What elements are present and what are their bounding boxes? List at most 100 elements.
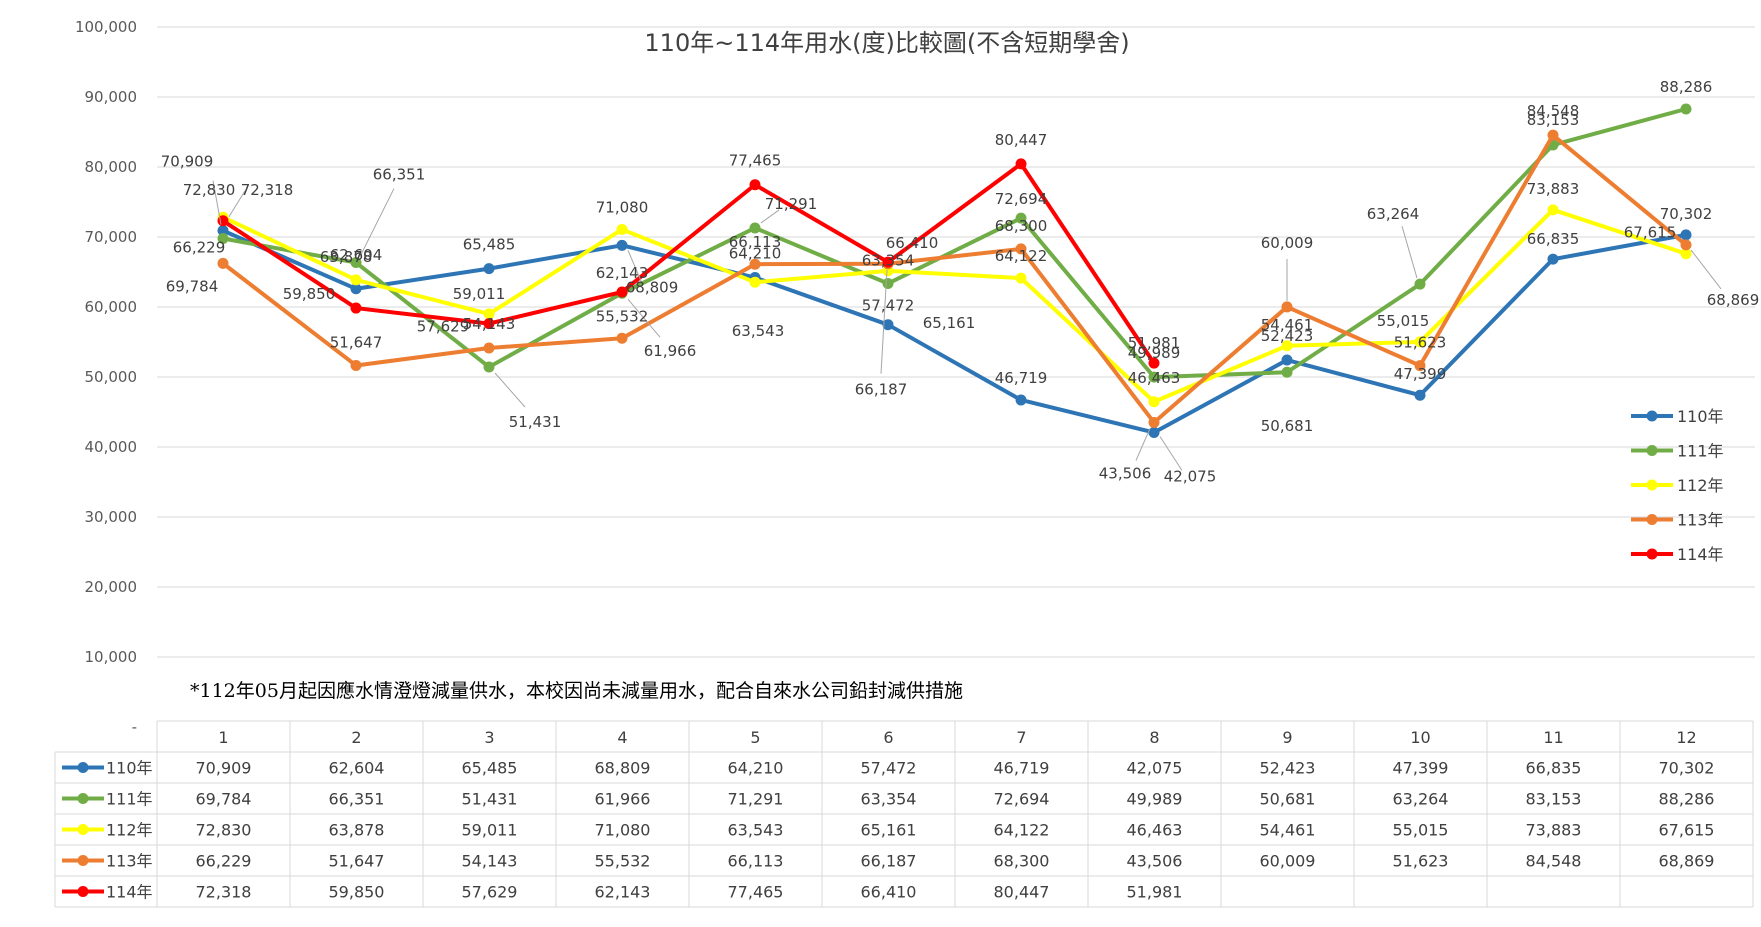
y-tick-label: 80,000 [85,158,138,176]
table-cell: 55,532 [595,852,651,871]
data-label: 83,153 [1527,111,1580,129]
series-2 [217,103,1692,383]
chart-title: 110年~114年用水(度)比較圖(不含短期學舍) [644,29,1129,57]
table-cell: 88,286 [1659,790,1715,809]
data-label: 50,681 [1261,417,1314,435]
leader-line [359,188,395,257]
table-cell: 64,122 [994,821,1050,840]
data-point [1281,301,1293,313]
data-point [1414,336,1426,348]
series-layer [217,103,1692,438]
y-tick-label: 60,000 [85,298,138,316]
grid-layer [157,26,1755,658]
series-1 [217,225,1692,438]
table-cell: 70,302 [1659,759,1715,778]
table-cell: 68,300 [994,852,1050,871]
data-label: 80,447 [995,131,1048,149]
data-point [749,276,761,288]
data-point [483,342,495,354]
legend-marker [1646,410,1658,422]
data-point [350,283,362,295]
data-point [1547,253,1559,265]
data-point [1414,389,1426,401]
data-label: 55,015 [1377,312,1430,330]
data-point [483,361,495,373]
data-point [882,319,894,331]
data-label: 65,161 [923,314,976,332]
table-header-cell: 11 [1543,728,1563,747]
y-axis: - 10,000 20,000 30,000 40,000 50,000 60,000 70,… [75,18,137,736]
table-row-label: 112年 [106,821,153,840]
table-cell: 47,399 [1393,759,1449,778]
table-cell: 62,143 [595,883,651,902]
table-cell: 51,981 [1127,883,1183,902]
table-cell: 71,291 [728,790,784,809]
table-header-cell: 6 [883,728,893,747]
table-cell: 72,318 [196,883,252,902]
data-label: 46,719 [995,369,1048,387]
table-legend-marker [77,886,89,897]
data-point [1414,360,1426,372]
table-cell: 50,681 [1260,790,1316,809]
leader-line [627,298,661,338]
legend-item: 112年 [1631,476,1724,495]
table-cell: 43,506 [1127,852,1183,871]
data-point [616,239,628,251]
data-point [483,308,495,320]
table-legend-marker [77,855,89,866]
data-label: 67,615 [1624,224,1677,242]
data-point [1414,278,1426,290]
data-label: 62,143 [596,264,649,282]
data-label: 71,080 [596,198,649,216]
data-point [1148,396,1160,408]
data-label: 73,883 [1527,180,1580,198]
series-line [221,161,1156,365]
y-tick-label: 40,000 [85,438,138,456]
data-point [350,257,362,269]
data-point [483,263,495,275]
data-point [350,359,362,371]
table-cell: 72,830 [196,821,252,840]
y-tick-label: - [132,718,137,736]
legend-marker [1646,514,1658,525]
data-point [616,286,628,298]
legend-item: 110年 [1631,407,1724,426]
data-point [1015,394,1027,406]
y-tick-label: 100,000 [75,18,137,36]
legend-label: 114年 [1677,545,1724,564]
data-label: 66,187 [855,381,908,399]
data-label: 51,647 [330,333,383,351]
table-cell: 51,647 [329,852,385,871]
table-cell: 62,604 [329,759,385,778]
leader-line [627,250,643,284]
data-label: 63,354 [862,252,915,270]
data-point [1015,272,1027,284]
table-cell: 73,883 [1526,821,1582,840]
table-cell: 64,210 [728,759,784,778]
data-point [1547,129,1559,141]
table-cell: 51,623 [1393,852,1449,871]
table-cell: 57,629 [462,883,518,902]
data-point [616,223,628,235]
table-cell: 66,351 [329,790,385,809]
legend-label: 110年 [1677,407,1724,426]
leader-line [1135,428,1151,461]
data-label: 54,143 [463,315,516,333]
data-label: 71,291 [765,195,818,213]
table-cell: 57,472 [861,759,917,778]
legend-marker [1646,479,1658,491]
table-cell: 46,719 [994,759,1050,778]
data-label: 57,472 [862,297,915,315]
legend-item: 114年 [1631,545,1724,564]
data-label: 68,300 [995,217,1048,235]
data-label: 59,011 [453,285,506,303]
data-point [1148,357,1160,369]
data-point [882,278,894,290]
table-cell: 67,615 [1659,821,1715,840]
data-point [1281,366,1293,378]
data-label: 51,623 [1394,334,1447,352]
table-legend-marker [77,762,89,773]
table-row-label: 114年 [106,883,153,902]
